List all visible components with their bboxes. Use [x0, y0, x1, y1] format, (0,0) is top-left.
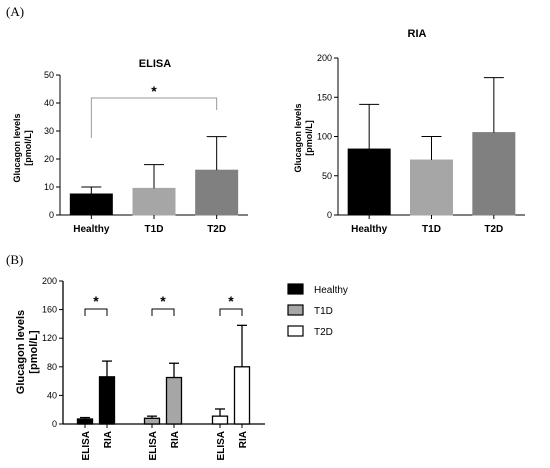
ria-y-tick-label: 50	[322, 171, 332, 181]
panel-b-label: (B)	[6, 252, 23, 267]
elisa-x-tick-label: T2D	[207, 224, 226, 235]
ria-x-tick-label: T1D	[422, 224, 441, 235]
ria-chart-title: RIA	[408, 28, 427, 40]
ria-y-tick-label: 0	[327, 210, 332, 220]
comparison-y-tick-label: 40	[47, 390, 57, 400]
elisa-x-tick-label: T1D	[145, 224, 164, 235]
comparison-significance-star: *	[160, 293, 166, 309]
comparison-significance-line	[219, 308, 243, 316]
legend-swatch-t2d	[287, 325, 304, 337]
comparison-bar-t2d-elisa	[211, 415, 229, 425]
ria-x-tick-label: T2D	[484, 224, 503, 235]
elisa-x-tick-label: Healthy	[73, 224, 110, 235]
elisa-chart-title: ELISA	[139, 58, 171, 70]
comparison-bar-healthy-elisa	[76, 418, 94, 425]
comparison-y-axis-label-line2: [pmol/L]	[28, 330, 40, 374]
elisa-y-tick-label: 30	[44, 126, 54, 136]
ria-bar-t1d	[410, 159, 453, 216]
comparison-significance-bracket-t1d: *	[151, 293, 175, 316]
elisa-y-tick-label: 20	[44, 154, 54, 164]
ria-bar-healthy	[347, 148, 391, 216]
comparison-significance-line	[151, 308, 175, 316]
legend-swatch-t1d	[287, 304, 304, 316]
comparison-y-tick-label: 160	[42, 305, 57, 315]
comparison-y-tick-label: 80	[47, 362, 57, 372]
comparison-significance-star: *	[228, 293, 234, 309]
elisa-chart: ELISA Glucagon levels [pmol/L] 0 10 20 30 40…	[12, 58, 248, 235]
comparison-significance-star: *	[93, 293, 99, 309]
ria-y-axis-label-line1: Glucagon levels	[293, 103, 303, 172]
ria-x-tick-label: Healthy	[351, 224, 388, 235]
elisa-y-tick-label: 50	[44, 70, 54, 80]
elisa-y-tick-label: 40	[44, 98, 54, 108]
elisa-y-tick-label: 10	[44, 182, 54, 192]
ria-bar-t2d	[472, 132, 516, 216]
comparison-x-tick-label: RIA	[238, 431, 249, 448]
legend-label-healthy: Healthy	[314, 285, 348, 296]
elisa-significance-bracket: *	[90, 83, 218, 138]
elisa-y-tick-label: 0	[49, 210, 54, 220]
comparison-bar-t1d-elisa	[143, 417, 161, 425]
elisa-significance-star: *	[151, 83, 157, 99]
ria-chart: RIA Glucagon levels [pmol/L] 0 50 100 150 20…	[293, 28, 525, 235]
method-comparison-chart: Glucagon levels [pmol/L] 0 40 80 120 160 200 E…	[15, 276, 265, 460]
comparison-x-tick-label: ELISA	[216, 431, 227, 460]
elisa-bar-t1d	[132, 187, 176, 216]
comparison-x-tick-label: RIA	[170, 431, 181, 448]
elisa-significance-line	[90, 97, 218, 138]
comparison-y-axis-label-line1: Glucagon levels	[15, 310, 27, 394]
comparison-y-tick-label: 120	[42, 333, 57, 343]
ria-y-tick-label: 200	[317, 53, 332, 63]
elisa-y-axis-label-line1: Glucagon levels	[12, 113, 22, 182]
comparison-x-tick-label: ELISA	[81, 431, 92, 460]
legend: Healthy T1D T2D	[287, 283, 348, 338]
comparison-bar-t1d-ria	[165, 376, 183, 425]
comparison-y-tick-label: 0	[52, 419, 57, 429]
legend-label-t1d: T1D	[314, 306, 333, 317]
elisa-bar-t2d	[195, 169, 239, 216]
elisa-bar-healthy	[69, 193, 113, 216]
legend-swatch-healthy	[287, 283, 304, 295]
elisa-y-axis-label-line2: [pmol/L]	[23, 130, 33, 166]
comparison-bar-healthy-ria	[98, 376, 116, 425]
comparison-x-tick-label: RIA	[103, 431, 114, 448]
ria-y-tick-label: 150	[317, 92, 332, 102]
panel-a-label: (A)	[6, 4, 24, 19]
comparison-x-tick-label: ELISA	[148, 431, 159, 460]
legend-label-t2d: T2D	[314, 327, 333, 338]
comparison-bar-t2d-ria	[233, 366, 251, 425]
comparison-significance-line	[84, 308, 108, 316]
comparison-significance-bracket-t2d: *	[219, 293, 243, 316]
comparison-significance-bracket-healthy: *	[84, 293, 108, 316]
comparison-y-tick-label: 200	[42, 276, 57, 286]
ria-y-tick-label: 100	[317, 132, 332, 142]
ria-y-axis-label-line2: [pmol/L]	[304, 120, 314, 156]
